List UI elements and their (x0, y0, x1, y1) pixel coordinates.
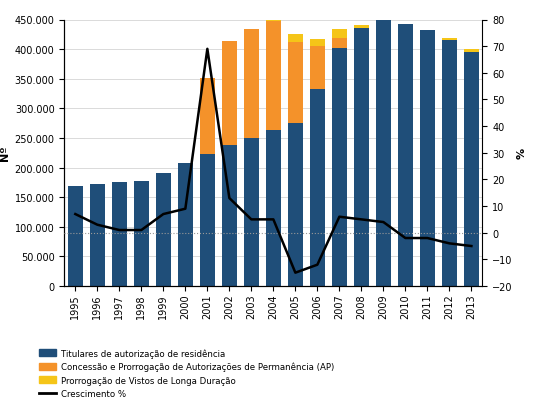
Bar (310, 47, 325, 90)
Bar (310, 90, 325, 286)
Bar (68, 187, 83, 286)
Crescimento % (116, 228, 123, 233)
Bar (310, 40, 325, 47)
Crescimento % (72, 212, 79, 217)
Bar (442, 39, 457, 41)
Bar (332, 49, 347, 286)
Bar (288, 43, 303, 124)
Bar (222, 42, 237, 145)
Bar (464, 53, 479, 286)
Bar (398, 25, 413, 286)
Bar (354, 26, 369, 29)
Crescimento % (182, 207, 189, 212)
Bar (155, 173, 171, 286)
Crescimento % (138, 228, 145, 233)
Line: Crescimento %: Crescimento % (76, 49, 471, 273)
Legend: Titulares de autorização de residência, Concessão e Prorrogação de Autorizações : Titulares de autorização de residência, … (36, 346, 337, 400)
Crescimento % (424, 236, 430, 241)
Bar (177, 164, 193, 286)
Bar (464, 50, 479, 53)
Bar (266, 130, 281, 286)
Bar (111, 183, 127, 286)
Crescimento % (380, 220, 386, 225)
Crescimento % (248, 218, 255, 222)
Crescimento % (468, 244, 474, 249)
Crescimento % (292, 271, 299, 276)
Y-axis label: %: % (517, 148, 527, 159)
Bar (266, 22, 281, 130)
Crescimento % (204, 47, 211, 52)
Crescimento % (358, 218, 364, 222)
Crescimento % (160, 212, 167, 217)
Crescimento % (226, 196, 233, 201)
Bar (133, 181, 149, 286)
Bar (288, 35, 303, 43)
Crescimento % (336, 215, 343, 220)
Bar (244, 139, 259, 286)
Crescimento % (270, 218, 277, 222)
Bar (420, 31, 435, 286)
Bar (222, 145, 237, 286)
Bar (354, 29, 369, 286)
Bar (288, 124, 303, 286)
Bar (199, 79, 215, 154)
Bar (332, 29, 347, 39)
Bar (244, 30, 259, 139)
Bar (199, 154, 215, 286)
Bar (90, 184, 105, 286)
Crescimento % (314, 263, 321, 267)
Bar (376, 19, 391, 286)
Y-axis label: Nº: Nº (1, 146, 10, 161)
Crescimento % (402, 236, 408, 241)
Bar (332, 39, 347, 49)
Crescimento % (446, 241, 452, 246)
Crescimento % (94, 222, 101, 227)
Bar (442, 41, 457, 286)
Bar (266, 14, 281, 22)
